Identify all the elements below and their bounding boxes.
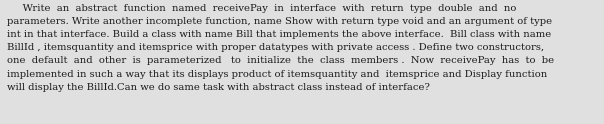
Text: BillId , itemsquantity and itemsprice with proper datatypes with private access : BillId , itemsquantity and itemsprice wi… <box>7 43 544 52</box>
Text: Write  an  abstract  function  named  receivePay  in  interface  with  return  t: Write an abstract function named receive… <box>7 4 516 13</box>
Text: will display the BillId.Can we do same task with abstract class instead of inter: will display the BillId.Can we do same t… <box>7 83 430 92</box>
Text: one  default  and  other  is  parameterized   to  initialize  the  class  member: one default and other is parameterized t… <box>7 57 554 65</box>
Text: int in that interface. Build a class with name Bill that implements the above in: int in that interface. Build a class wit… <box>7 30 551 39</box>
Text: parameters. Write another incomplete function, name Show with return type void a: parameters. Write another incomplete fun… <box>7 17 553 26</box>
Text: implemented in such a way that its displays product of itemsquantity and  itemsp: implemented in such a way that its displ… <box>7 70 547 79</box>
